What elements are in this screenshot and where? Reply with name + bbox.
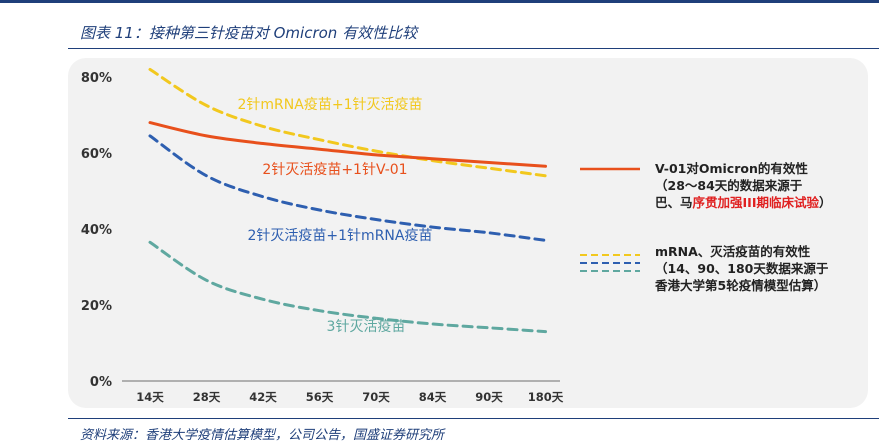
top-rule xyxy=(0,0,879,3)
x-tick-label: 56天 xyxy=(306,390,334,404)
legend-v01-line1: V-01对Omicron的有效性 xyxy=(655,161,808,176)
series-label-2: 2针灭活疫苗+1针mRNA疫苗 xyxy=(248,228,433,244)
series-line-2 xyxy=(148,134,547,242)
y-tick-label: 0% xyxy=(90,375,112,390)
chart-panel xyxy=(68,58,868,408)
figure-title: 图表 11：接种第三针疫苗对 Omicron 有效性比较 xyxy=(80,24,418,42)
series-line-1 xyxy=(148,67,547,178)
y-tick-label: 40% xyxy=(81,223,112,238)
series-line-3 xyxy=(148,240,547,334)
series-label-0: 2针灭活疫苗+1针V-01 xyxy=(262,162,407,178)
legend-v01-line3: 巴、马序贯加强III期临床试验） xyxy=(655,194,831,211)
title-divider xyxy=(68,48,879,49)
x-tick-label: 84天 xyxy=(419,390,447,404)
legend-mrna-line1: mRNA、灭活疫苗的有效性 xyxy=(655,244,811,259)
y-tick-label: 80% xyxy=(81,71,112,86)
series-label-1: 2针mRNA疫苗+1针灭活疫苗 xyxy=(238,97,423,113)
legend-v01-line3a: 巴、马 xyxy=(655,195,693,210)
x-tick-label: 14天 xyxy=(136,390,164,404)
source-note: 资料来源：香港大学疫情估算模型，公司公告，国盛证券研究所 xyxy=(80,428,445,443)
series-line-0 xyxy=(148,121,547,168)
bottom-rule xyxy=(68,418,879,419)
legend-v01-line3c: ） xyxy=(818,195,832,210)
legend-v01-line2: （28～84天的数据来源于 xyxy=(655,178,803,193)
legend-mrna-line3: 香港大学第5轮疫情模型估算） xyxy=(655,278,827,293)
y-tick-label: 20% xyxy=(81,299,112,314)
x-tick-label: 28天 xyxy=(193,390,221,404)
series-label-3: 3针灭活疫苗 xyxy=(327,319,406,335)
legend-v01-trial-highlight: 序贯加强III期临床试验 xyxy=(692,195,819,210)
x-tick-label: 90天 xyxy=(475,390,503,404)
y-tick-label: 60% xyxy=(81,147,112,162)
x-tick-label: 70天 xyxy=(362,390,390,404)
legend-mrna-line2: （14、90、180天数据来源于 xyxy=(655,261,829,276)
x-tick-label: 42天 xyxy=(249,390,277,404)
x-tick-label: 180天 xyxy=(528,390,564,404)
